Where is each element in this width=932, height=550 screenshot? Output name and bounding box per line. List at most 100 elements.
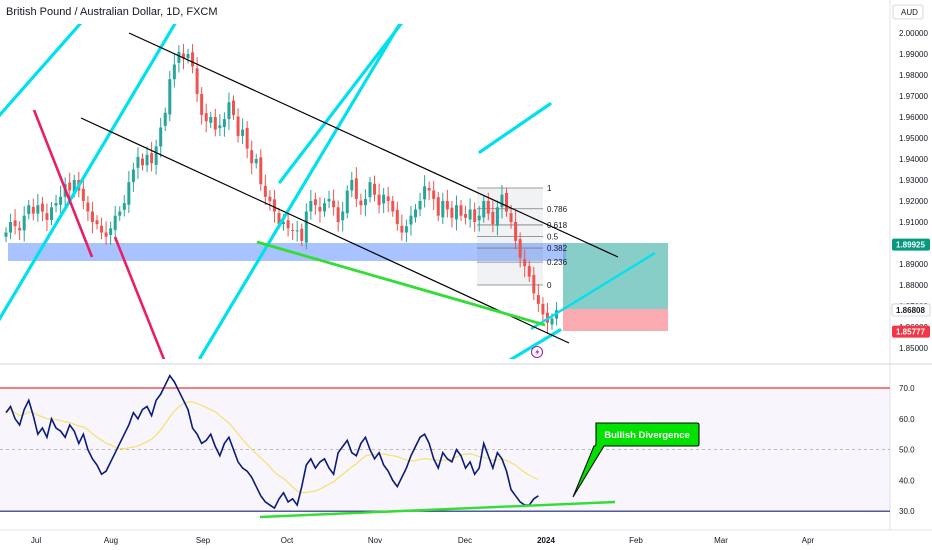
price-badge bbox=[892, 325, 930, 338]
price-tick-label: 1.91000 bbox=[899, 218, 928, 227]
candle-body bbox=[414, 209, 417, 218]
channel-line bbox=[198, 24, 402, 359]
channel-line bbox=[478, 102, 552, 154]
trend-drawings[interactable] bbox=[0, 0, 656, 362]
alert-icon[interactable] bbox=[530, 345, 544, 359]
candle-body bbox=[22, 215, 26, 231]
candle-body bbox=[550, 318, 554, 325]
candle-body bbox=[359, 200, 363, 206]
candle-body bbox=[241, 129, 245, 136]
price-tick-label: 1.89000 bbox=[899, 260, 928, 269]
candle-body bbox=[277, 213, 281, 225]
candle-body bbox=[127, 182, 131, 205]
price-tick-label: 1.97000 bbox=[899, 92, 928, 101]
candle-body bbox=[268, 196, 272, 201]
candle-body bbox=[532, 274, 536, 294]
candlestick-series bbox=[4, 43, 559, 334]
candle-body bbox=[154, 146, 158, 165]
currency-button[interactable] bbox=[892, 4, 924, 20]
candle-body bbox=[31, 206, 35, 214]
time-axis[interactable]: Jul Aug Sep Oct Nov Dec 2024 Feb Mar Apr bbox=[31, 536, 815, 545]
candle-body bbox=[304, 211, 308, 243]
candle-body bbox=[122, 203, 126, 210]
candle-body bbox=[86, 202, 90, 212]
candle-body bbox=[40, 203, 44, 212]
candle-body bbox=[54, 203, 58, 206]
candle-body bbox=[177, 51, 181, 63]
time-tick-label: Feb bbox=[629, 536, 643, 545]
candle-body bbox=[350, 180, 354, 191]
price-tick-label: 2.00000 bbox=[899, 29, 928, 38]
rsi-tick-label: 70.0 bbox=[899, 384, 915, 393]
channel-line bbox=[278, 24, 403, 184]
candle-body bbox=[254, 159, 258, 164]
candle-body bbox=[495, 207, 499, 226]
candle-body bbox=[486, 201, 490, 214]
candle-body bbox=[27, 205, 31, 215]
candle-body bbox=[100, 225, 104, 233]
bullish-divergence-callout[interactable]: Bullish Divergence bbox=[572, 422, 700, 498]
candle-body bbox=[68, 182, 72, 191]
projection-line bbox=[530, 251, 656, 331]
candle-body bbox=[222, 119, 226, 128]
candle-body bbox=[500, 194, 504, 208]
candle-body bbox=[323, 203, 326, 212]
rsi-tick-label: 40.0 bbox=[899, 476, 915, 485]
candle-body bbox=[13, 220, 17, 227]
candle-body bbox=[191, 52, 195, 67]
candle-body bbox=[441, 201, 445, 218]
rsi-line bbox=[5, 374, 539, 510]
candle-body bbox=[391, 201, 395, 212]
candle-body bbox=[336, 207, 340, 222]
candle-body bbox=[272, 199, 276, 212]
candle-body bbox=[181, 53, 185, 59]
candle-body bbox=[363, 198, 367, 206]
support-trendline bbox=[256, 240, 546, 327]
time-tick-label: Nov bbox=[368, 536, 382, 545]
trendline-upper bbox=[128, 32, 619, 258]
candle-body bbox=[204, 113, 208, 122]
candle-body bbox=[168, 79, 172, 115]
candle-body bbox=[131, 169, 135, 183]
time-tick-label: 2024 bbox=[537, 536, 555, 545]
candle-body bbox=[109, 228, 113, 236]
candle-body bbox=[409, 215, 413, 225]
candle-body bbox=[491, 211, 495, 225]
stop-zone bbox=[563, 309, 668, 331]
candle-body bbox=[518, 239, 522, 258]
rsi-axis[interactable]: 70.0 60.0 50.0 40.0 30.0 bbox=[899, 384, 915, 516]
rsi-tick-label: 60.0 bbox=[899, 415, 915, 424]
candle-body bbox=[477, 215, 481, 221]
candle-body bbox=[104, 232, 108, 237]
candle-body bbox=[95, 220, 99, 225]
candle-body bbox=[9, 222, 13, 233]
fib-level-label: 0.5 bbox=[547, 232, 559, 241]
candle-body bbox=[159, 127, 163, 147]
price-tick-label: 1.99000 bbox=[899, 50, 928, 59]
candle-body bbox=[354, 178, 358, 199]
candle-body bbox=[90, 211, 94, 222]
candle-body bbox=[309, 201, 313, 212]
candle-body bbox=[227, 102, 231, 120]
candle-body bbox=[418, 201, 422, 210]
price-badge bbox=[892, 238, 930, 251]
price-badge-label: 1.85777 bbox=[896, 328, 925, 337]
downtrend-line bbox=[32, 109, 94, 258]
candle-body bbox=[18, 227, 22, 231]
candle-body bbox=[523, 259, 527, 267]
downtrend-line bbox=[113, 236, 166, 359]
candle-body bbox=[482, 201, 486, 218]
candle-body bbox=[436, 197, 440, 216]
price-tick-label: 1.98000 bbox=[899, 71, 928, 80]
candle-body bbox=[373, 183, 377, 195]
candle-body bbox=[377, 194, 381, 206]
candle-body bbox=[313, 199, 317, 206]
candle-body bbox=[163, 112, 167, 126]
candle-body bbox=[200, 93, 204, 115]
candle-body bbox=[36, 205, 40, 214]
trade-zones bbox=[8, 243, 668, 331]
fib-retracement[interactable]: 1 0.786 0.618 0.5 0.382 0.236 0 bbox=[477, 184, 568, 290]
candle-body bbox=[341, 211, 345, 221]
candle-body bbox=[509, 213, 513, 222]
